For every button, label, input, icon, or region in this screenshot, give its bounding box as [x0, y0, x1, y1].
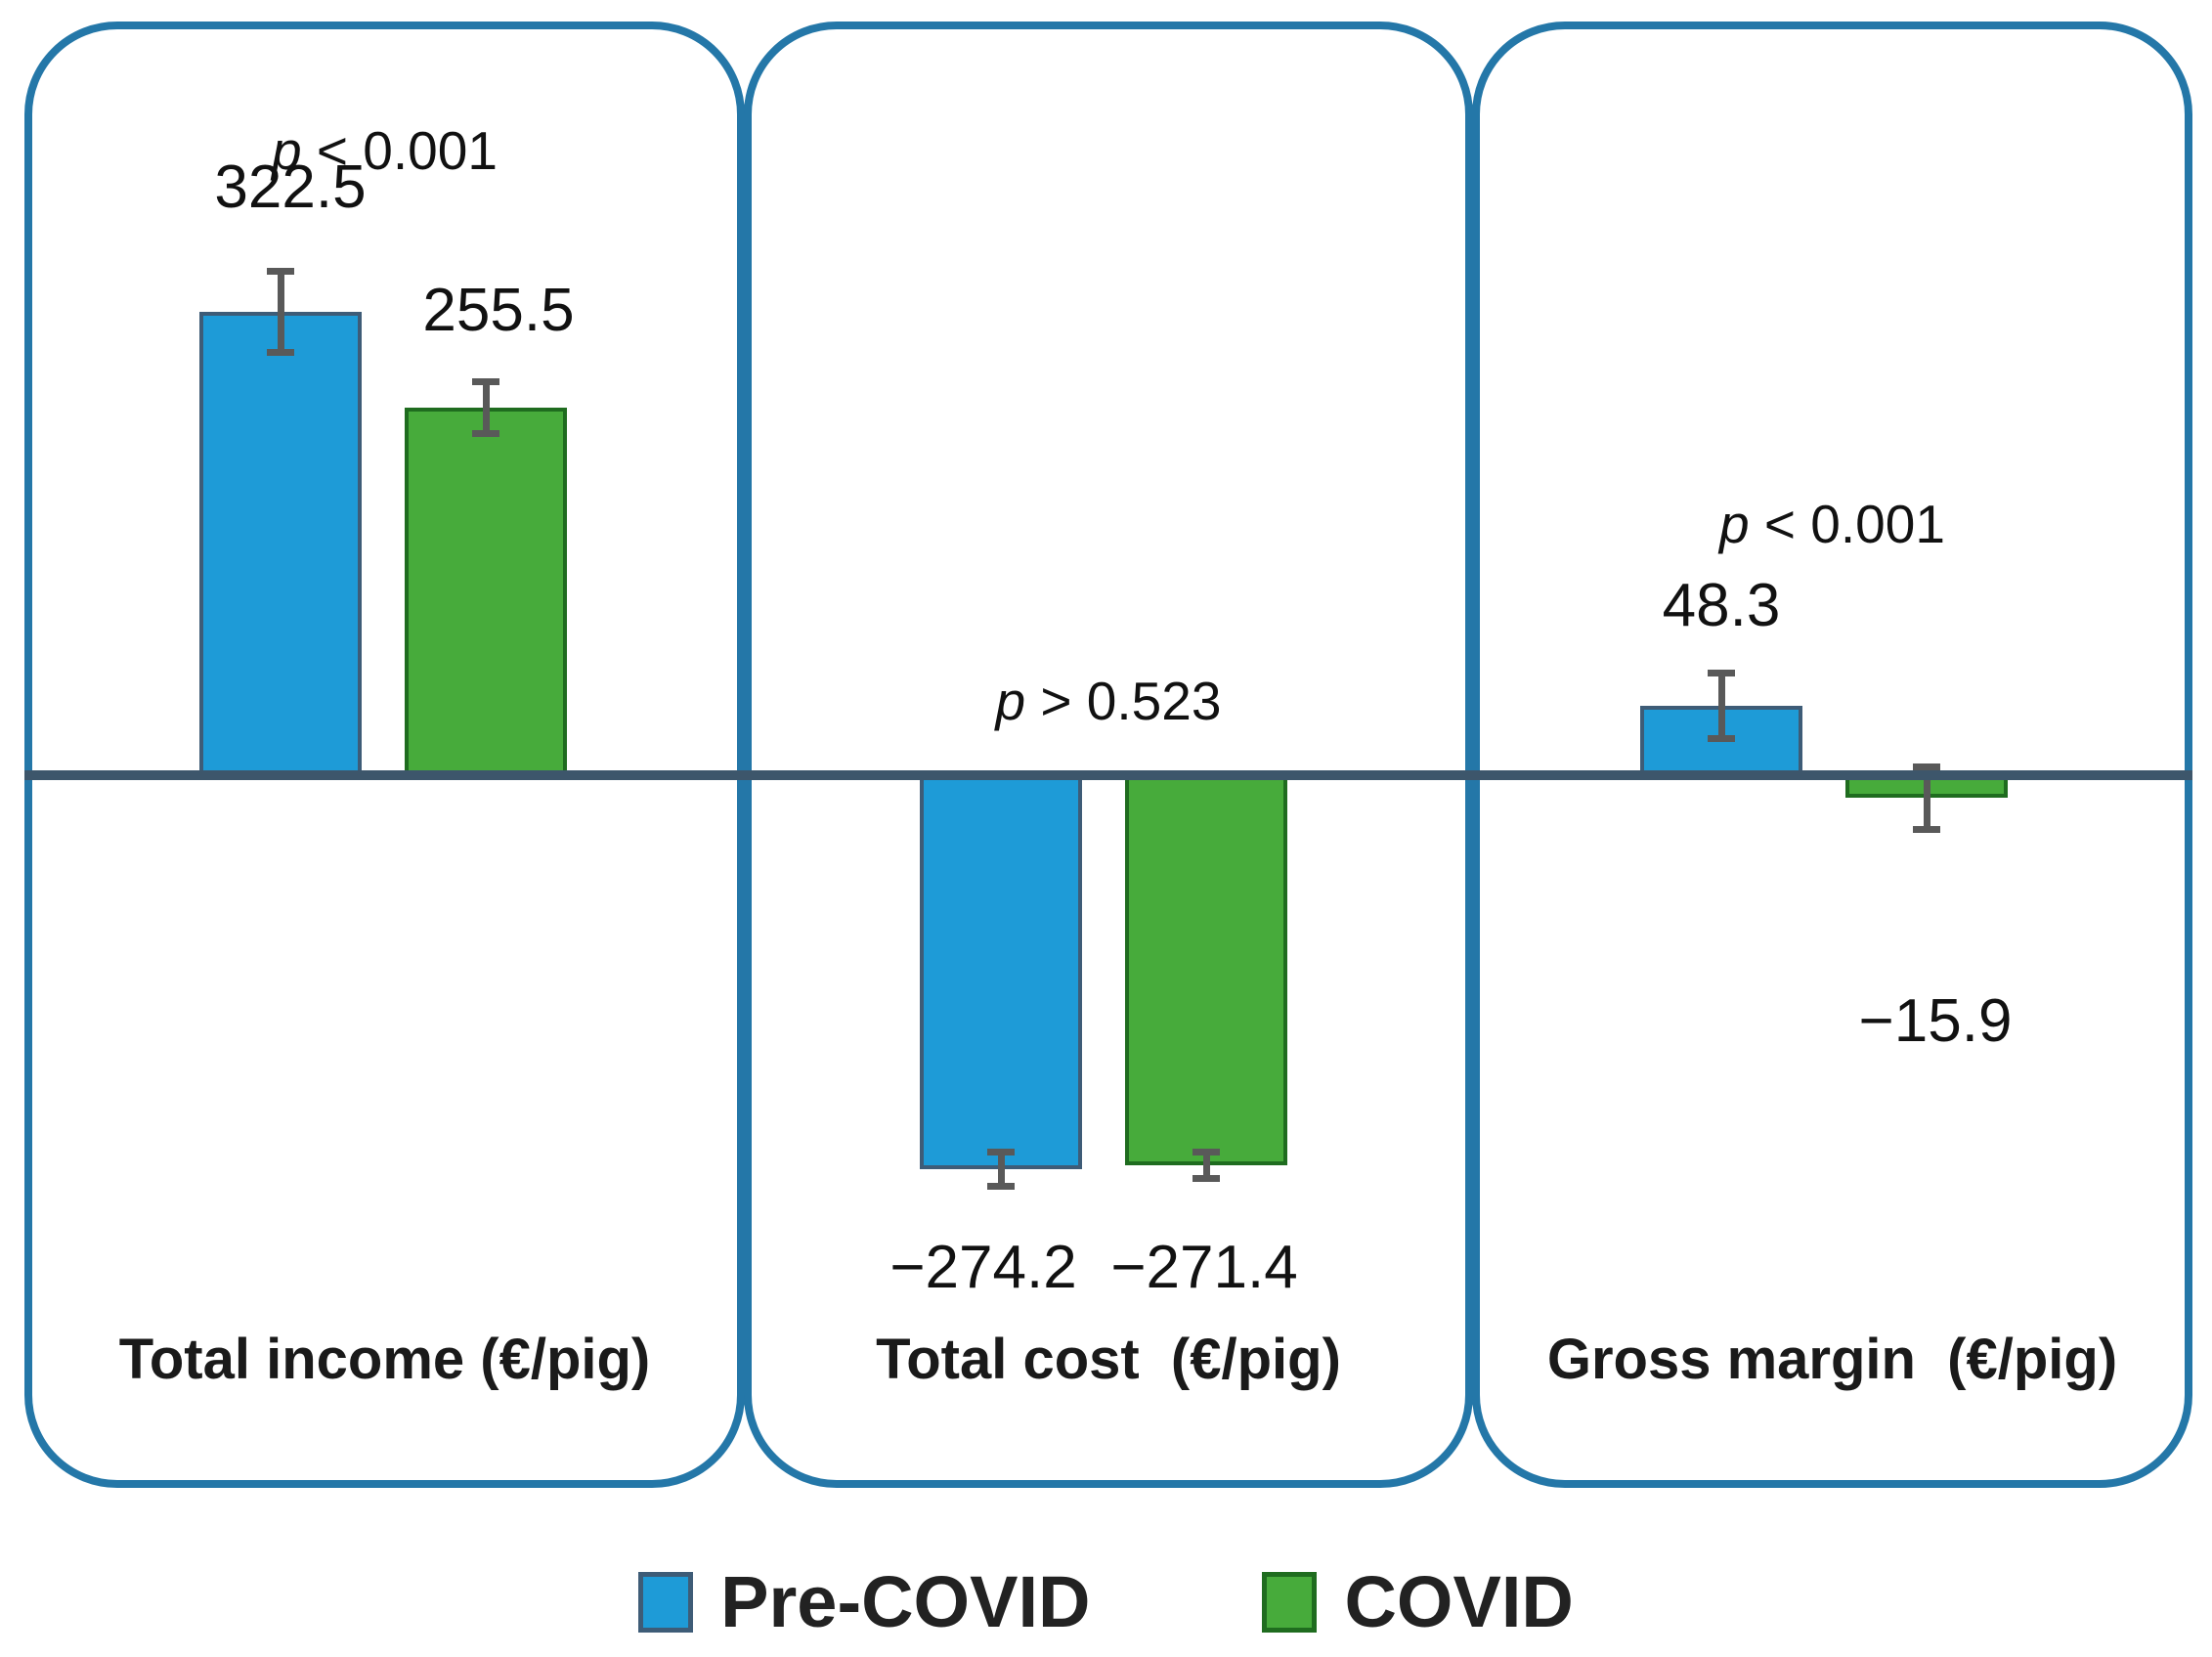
- p-symbol: p: [1719, 494, 1750, 554]
- error-bar-cap-top: [987, 1148, 1015, 1156]
- p-value-text: < 0.001: [301, 120, 498, 181]
- p-value-label: p < 0.001: [32, 119, 737, 182]
- panel-caption-total-income: Total income (€/pig): [118, 1328, 651, 1391]
- error-bar-line: [277, 271, 284, 353]
- error-bar-cap-bottom: [1708, 735, 1735, 743]
- error-bar-cap-top: [1913, 763, 1940, 770]
- bar-value-label: 48.3: [1662, 572, 1781, 639]
- error-bar-line: [1717, 673, 1725, 739]
- error-bar-cap-bottom: [472, 430, 499, 438]
- legend-spacer: [1117, 1601, 1235, 1602]
- legend-label-pre-covid: Pre-COVID: [720, 1561, 1091, 1642]
- error-bar-cap-top: [472, 378, 499, 386]
- error-bar-cap-top: [1193, 1149, 1220, 1156]
- p-value-text: > 0.523: [1025, 671, 1222, 731]
- bar-value-label: −15.9: [1858, 987, 2013, 1055]
- legend-label-covid: COVID: [1344, 1561, 1574, 1642]
- error-bar-cap-top: [1708, 669, 1735, 676]
- panel-gross-margin: p < 0.001 Gross margin (€/pig): [1472, 22, 2192, 1488]
- p-value-text: < 0.001: [1749, 494, 1945, 554]
- panel-caption-total-cost: Total cost (€/pig): [876, 1328, 1341, 1391]
- bar-covid-0: [405, 408, 567, 775]
- panel-caption-gross-margin: Gross margin (€/pig): [1546, 1328, 2118, 1391]
- error-bar-cap-bottom: [267, 348, 294, 356]
- bar-value-label: −274.2: [889, 1234, 1077, 1301]
- panel-total-income: p < 0.001 Total income (€/pig): [24, 22, 745, 1488]
- legend-swatch-covid: [1262, 1571, 1318, 1633]
- legend: Pre-COVID COVID: [0, 1560, 2212, 1643]
- error-bar-cap-bottom: [1193, 1174, 1220, 1182]
- p-value-label: p < 0.001: [1480, 493, 2185, 555]
- panel-total-cost: p > 0.523 Total cost (€/pig): [744, 22, 1473, 1488]
- zero-baseline-axis: [24, 770, 2192, 780]
- p-symbol: p: [995, 671, 1026, 731]
- legend-swatch-pre-covid: [638, 1571, 694, 1633]
- bar-covid-1: [1125, 775, 1287, 1165]
- bar-pre-covid-0: [199, 311, 362, 775]
- bar-pre-covid-1: [920, 775, 1082, 1170]
- p-value-label: p > 0.523: [752, 670, 1465, 732]
- bar-value-label: 255.5: [422, 277, 575, 344]
- error-bar-line: [1923, 766, 1930, 830]
- p-symbol: p: [272, 120, 302, 181]
- error-bar-cap-bottom: [1913, 826, 1940, 834]
- bar-value-label: 322.5: [214, 153, 367, 221]
- error-bar-cap-top: [267, 268, 294, 276]
- bar-value-label: −271.4: [1110, 1234, 1298, 1301]
- error-bar-line: [997, 1152, 1005, 1187]
- error-bar-line: [482, 381, 490, 434]
- error-bar-line: [1202, 1152, 1210, 1179]
- error-bar-cap-bottom: [987, 1183, 1015, 1191]
